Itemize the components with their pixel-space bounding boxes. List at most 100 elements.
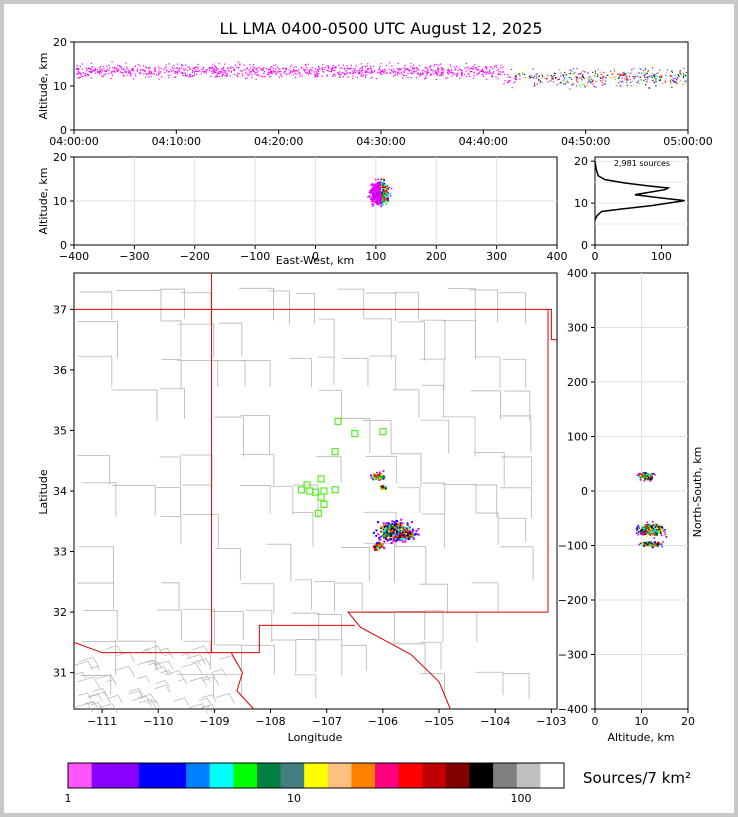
time-height-source	[246, 73, 248, 75]
county-line	[111, 389, 158, 422]
north-south-source	[645, 476, 648, 478]
north-south-source	[637, 533, 639, 536]
time-height-source	[280, 73, 282, 75]
time-height-source	[671, 70, 673, 72]
time-height-source	[125, 62, 127, 64]
north-south-source	[646, 544, 649, 546]
time-height-source	[502, 66, 504, 68]
plan-view-source	[377, 533, 380, 536]
time-height-source	[399, 72, 401, 75]
time-height-source	[655, 85, 657, 87]
state-line	[74, 308, 557, 341]
east-west-source	[381, 185, 383, 187]
lma-station	[317, 475, 325, 483]
time-height-source	[119, 66, 121, 68]
time-height-source	[392, 71, 395, 74]
time-height-source	[229, 75, 231, 77]
time-height-source	[311, 70, 313, 72]
time-height-source	[212, 67, 214, 69]
plan-view-source	[392, 536, 395, 539]
time-height-source	[683, 75, 685, 77]
plan-view-source	[380, 473, 383, 476]
time-height-source	[424, 78, 426, 80]
time-height-source	[633, 78, 635, 80]
north-south-source	[646, 478, 648, 481]
plan-view-source	[396, 536, 399, 539]
east-west-source	[380, 204, 383, 206]
time-height-source	[339, 74, 341, 76]
time-height-source	[478, 72, 480, 74]
plan-view-source	[404, 533, 407, 536]
time-height-source	[314, 74, 316, 76]
time-height-source	[357, 72, 360, 75]
colorbar-swatch	[469, 763, 494, 788]
time-height-source	[187, 69, 189, 72]
east-west-source	[385, 184, 388, 187]
time-height-source	[580, 72, 582, 74]
time-height-source	[483, 71, 485, 73]
time-height-source	[458, 67, 460, 69]
time-height-source	[421, 70, 423, 72]
colorbar-swatch	[68, 763, 93, 788]
time-height-source	[150, 71, 152, 74]
time-height-source	[293, 66, 295, 68]
time-height-source	[669, 80, 672, 82]
time-height-source	[218, 75, 220, 78]
north-south-source	[635, 527, 638, 530]
time-height-source	[672, 79, 674, 82]
time-height-source	[677, 73, 679, 76]
time-height-source	[326, 65, 328, 67]
time-height-source	[644, 78, 646, 81]
time-height-source	[477, 68, 479, 70]
east-west-source	[386, 191, 389, 193]
time-height-source	[593, 85, 595, 88]
time-height-source	[465, 70, 467, 72]
time-height-source	[142, 65, 145, 67]
colorbar-tick-1: 1	[65, 792, 72, 805]
time-height-source	[261, 75, 263, 77]
time-height-source	[661, 75, 663, 77]
time-height-source	[579, 73, 582, 75]
plan-view-xtick-label: −104	[480, 715, 510, 728]
time-height-source	[122, 69, 125, 71]
plan-view-source	[379, 546, 382, 549]
time-height-source	[264, 76, 266, 78]
time-height-source	[437, 68, 439, 71]
time-height-source	[574, 76, 576, 78]
east-west-source	[378, 183, 381, 185]
time-height-source	[176, 63, 179, 65]
time-height-source	[169, 74, 171, 76]
time-height-source	[679, 80, 681, 82]
north-south-source	[642, 534, 645, 536]
time-height-source	[146, 74, 148, 76]
time-height-source	[662, 82, 664, 84]
north-south-source	[651, 544, 654, 546]
time-height-source	[366, 65, 368, 67]
north-south-source	[656, 529, 658, 531]
time-height-source	[303, 69, 305, 71]
time-height-source	[472, 65, 474, 67]
county-line	[86, 701, 98, 708]
colorbar-swatch	[115, 763, 140, 788]
time-height-source	[333, 69, 335, 71]
time-height-source	[445, 77, 447, 79]
time-height-source	[533, 85, 535, 87]
plan-view-source	[394, 526, 397, 529]
time-height-source	[430, 73, 432, 76]
east-west-source	[385, 191, 387, 193]
time-height-source	[525, 70, 527, 72]
time-height-source	[371, 70, 373, 72]
time-height-source	[474, 67, 476, 69]
time-height-source	[635, 85, 637, 87]
time-height-source	[332, 67, 334, 69]
time-height-source	[479, 70, 481, 73]
plan-view-source	[411, 528, 414, 531]
time-height-source	[130, 75, 132, 77]
time-height-source	[150, 71, 152, 73]
time-height-source	[126, 71, 128, 73]
time-height-source	[84, 72, 87, 75]
time-height-source	[288, 73, 290, 75]
plan-view-xtick-label: −111	[87, 715, 117, 728]
time-height-xtick-label: 04:20:00	[254, 135, 303, 148]
